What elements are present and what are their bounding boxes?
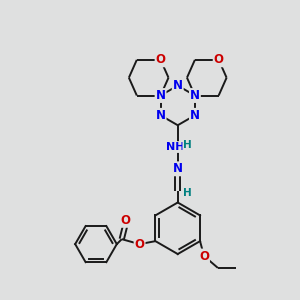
Text: O: O <box>121 214 131 227</box>
Text: N: N <box>173 162 183 175</box>
Text: O: O <box>199 250 209 262</box>
Text: O: O <box>156 53 166 66</box>
Text: O: O <box>214 53 224 66</box>
Text: N: N <box>173 79 183 92</box>
Text: N: N <box>156 89 166 102</box>
Text: N: N <box>156 109 166 122</box>
Text: O: O <box>135 238 145 250</box>
Text: NH: NH <box>166 142 184 152</box>
Text: N: N <box>190 109 200 122</box>
Text: H: H <box>183 188 192 198</box>
Text: N: N <box>190 89 200 102</box>
Text: H: H <box>183 140 192 150</box>
